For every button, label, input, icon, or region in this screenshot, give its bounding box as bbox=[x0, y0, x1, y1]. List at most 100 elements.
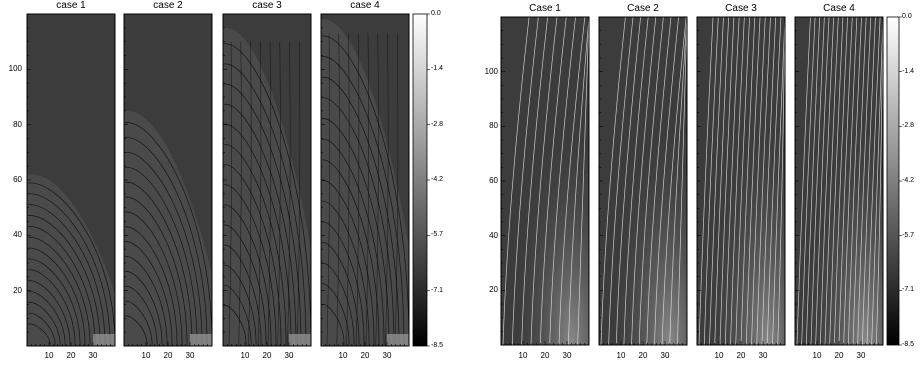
field-line bbox=[530, 16, 558, 346]
panel-left-4 bbox=[320, 13, 410, 347]
contour-line bbox=[27, 291, 66, 346]
field-line bbox=[871, 16, 884, 346]
contour-line bbox=[223, 305, 247, 346]
x-tick-label: 20 bbox=[638, 351, 648, 360]
contour-line bbox=[27, 226, 96, 346]
shock-region bbox=[124, 110, 212, 346]
field-line bbox=[829, 16, 844, 346]
contour-line bbox=[365, 33, 369, 347]
x-tick-label: 30 bbox=[185, 351, 195, 360]
y-tick-label: 80 bbox=[489, 121, 498, 131]
panel-right-1 bbox=[500, 16, 590, 346]
x-tick-label: 20 bbox=[834, 351, 844, 360]
panel-title: Case 4 bbox=[823, 3, 855, 14]
colorbar-tick-label: -8.5 bbox=[902, 341, 915, 348]
contour-line bbox=[124, 152, 203, 346]
field-line bbox=[631, 16, 657, 346]
colorbar bbox=[412, 13, 428, 347]
field-line bbox=[810, 16, 825, 346]
y-tick-label: 20 bbox=[13, 285, 22, 295]
field-line bbox=[777, 16, 786, 346]
contour-line bbox=[124, 286, 158, 346]
panel-title: Case 3 bbox=[725, 3, 757, 14]
y-tick-label: 40 bbox=[13, 230, 22, 240]
y-tick-label: 20 bbox=[489, 285, 498, 295]
contour-line bbox=[326, 33, 330, 347]
x-tick-label: 30 bbox=[88, 351, 98, 360]
contour-line bbox=[336, 33, 340, 347]
field-line bbox=[502, 16, 530, 346]
contour-line bbox=[27, 204, 106, 346]
contour-line bbox=[223, 103, 297, 346]
panel-title: Case 1 bbox=[529, 3, 561, 14]
contour-line bbox=[385, 33, 389, 347]
contour-line bbox=[124, 122, 213, 346]
contour-line bbox=[27, 302, 61, 346]
field-line bbox=[766, 16, 782, 346]
contour-line bbox=[124, 271, 163, 346]
x-tick-label: 30 bbox=[856, 351, 866, 360]
panel-frame bbox=[696, 16, 786, 346]
y-tick-label: 60 bbox=[489, 176, 498, 185]
panel-title: case 3 bbox=[252, 0, 282, 11]
contour-line bbox=[27, 215, 101, 346]
field-line bbox=[730, 16, 745, 346]
contour-line bbox=[223, 265, 257, 346]
field-line bbox=[847, 16, 862, 346]
field-line bbox=[558, 16, 586, 346]
y-tick-label: 40 bbox=[489, 230, 498, 240]
panel-title: case 1 bbox=[56, 0, 86, 11]
contour-line bbox=[394, 33, 399, 347]
field-line bbox=[608, 16, 634, 346]
x-tick-label: 30 bbox=[562, 351, 572, 360]
colorbar-tick-label: -2.8 bbox=[902, 122, 915, 130]
colorbar-tick-label: -2.8 bbox=[431, 120, 444, 128]
contour-line bbox=[27, 269, 76, 346]
panel-frame bbox=[26, 13, 116, 347]
contour-line bbox=[296, 41, 301, 347]
x-tick-label: 20 bbox=[66, 351, 76, 360]
field-line bbox=[857, 16, 872, 346]
contour-line bbox=[287, 41, 291, 347]
field-line bbox=[661, 16, 687, 346]
contour-line bbox=[124, 226, 178, 346]
field-line bbox=[866, 16, 881, 346]
field-line bbox=[875, 16, 884, 346]
colorbar bbox=[886, 16, 900, 346]
contour-line bbox=[321, 138, 385, 346]
field-line bbox=[623, 16, 649, 346]
bright-region bbox=[93, 334, 115, 346]
field-line bbox=[549, 16, 576, 346]
field-line bbox=[719, 16, 735, 346]
colorbar-tick-label: -5.7 bbox=[902, 231, 915, 239]
x-tick-label: 10 bbox=[616, 351, 626, 360]
field-line bbox=[843, 16, 858, 346]
field-line bbox=[838, 16, 853, 346]
panel-title: Case 2 bbox=[627, 3, 659, 14]
contour-line bbox=[248, 41, 252, 347]
contour-line bbox=[27, 258, 81, 346]
contour-line bbox=[223, 204, 272, 346]
colorbar-tick-label: -8.5 bbox=[431, 342, 444, 349]
colorbar-tick-label: 0.0 bbox=[431, 10, 441, 17]
contour-line bbox=[124, 137, 208, 346]
panel-left-2 bbox=[123, 13, 213, 347]
field-line bbox=[852, 16, 867, 346]
contour-line bbox=[355, 33, 360, 347]
contour-line bbox=[228, 41, 232, 347]
colorbar-tick-label: -1.4 bbox=[431, 65, 444, 73]
x-tick-label: 10 bbox=[141, 351, 151, 360]
contour-line bbox=[124, 256, 168, 346]
contour-line bbox=[257, 41, 262, 347]
contour-line bbox=[223, 184, 277, 346]
glow-region bbox=[501, 17, 589, 345]
contour-line bbox=[27, 237, 91, 346]
x-tick-label: 10 bbox=[714, 351, 724, 360]
contour-line bbox=[375, 33, 379, 347]
field-line bbox=[861, 16, 876, 346]
contour-line bbox=[124, 181, 193, 346]
panel-frame bbox=[320, 13, 410, 347]
field-line bbox=[805, 16, 821, 346]
colorbar-tick-label: -4.2 bbox=[902, 177, 915, 184]
